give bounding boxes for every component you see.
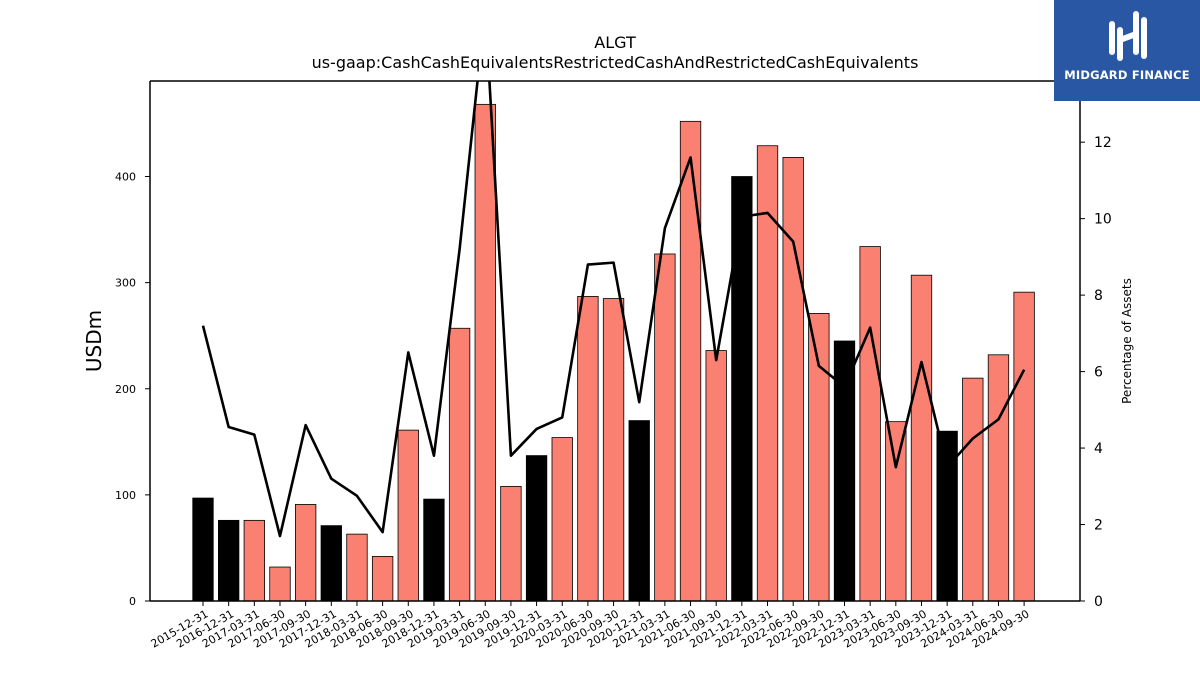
bar bbox=[320, 525, 342, 602]
bar bbox=[346, 533, 368, 602]
bar bbox=[525, 455, 548, 602]
bar bbox=[731, 176, 753, 602]
y2-tick-label: 4 bbox=[1094, 441, 1103, 457]
y2-tick-label: 8 bbox=[1094, 288, 1103, 304]
bar bbox=[474, 103, 496, 602]
plot-area: 01002003004000246810122015-12-312016-12-… bbox=[115, 80, 1112, 651]
bar bbox=[705, 350, 727, 602]
bar bbox=[294, 504, 317, 602]
bar bbox=[1013, 291, 1035, 602]
bar bbox=[628, 420, 650, 602]
bar bbox=[448, 327, 471, 602]
bar bbox=[243, 519, 265, 602]
bar bbox=[397, 429, 419, 602]
bar bbox=[500, 485, 522, 602]
chart-title: ALGT bbox=[594, 33, 636, 52]
bar bbox=[551, 437, 573, 602]
bar bbox=[192, 497, 214, 602]
bar bbox=[218, 519, 240, 602]
y2-tick-label: 12 bbox=[1094, 135, 1112, 151]
chart-subtitle: us-gaap:CashCashEquivalentsRestrictedCas… bbox=[312, 53, 919, 72]
y2-tick-label: 0 bbox=[1094, 594, 1103, 610]
y2-tick-label: 10 bbox=[1094, 212, 1112, 228]
bar bbox=[269, 566, 291, 602]
y-tick-label: 300 bbox=[115, 277, 136, 290]
bar bbox=[654, 253, 676, 602]
bar bbox=[936, 430, 958, 602]
y2-tick-label: 2 bbox=[1094, 518, 1103, 534]
y-tick-label: 0 bbox=[129, 595, 136, 608]
bar bbox=[602, 298, 625, 602]
bar bbox=[371, 556, 394, 602]
bar bbox=[885, 421, 907, 602]
y2-axis-label: Percentage of Assets bbox=[1120, 278, 1134, 404]
bar bbox=[577, 296, 599, 602]
bar bbox=[782, 157, 804, 602]
y-tick-label: 100 bbox=[115, 489, 136, 502]
bar bbox=[423, 498, 445, 602]
bar bbox=[808, 313, 830, 602]
brand-name: MIDGARD FINANCE bbox=[1064, 68, 1190, 82]
y-tick-label: 200 bbox=[115, 383, 136, 396]
series-line bbox=[201, 81, 1026, 538]
bar bbox=[679, 120, 702, 602]
y-axis-label: USDm bbox=[82, 310, 106, 372]
bar bbox=[859, 246, 881, 602]
bar bbox=[910, 274, 933, 602]
bar bbox=[962, 377, 984, 602]
bar bbox=[987, 354, 1010, 602]
y2-tick-label: 6 bbox=[1094, 365, 1103, 381]
brand-logo: MIDGARD FINANCE bbox=[1054, 0, 1200, 101]
y-tick-label: 400 bbox=[115, 171, 136, 184]
logo-mark-icon bbox=[1109, 11, 1147, 61]
